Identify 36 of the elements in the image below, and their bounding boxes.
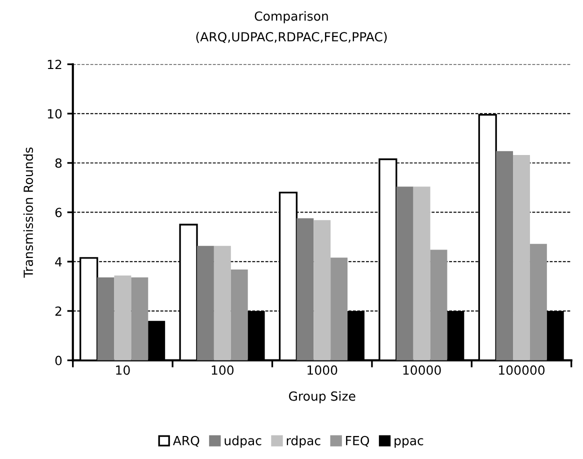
x-tick-label: 10 xyxy=(116,365,130,375)
legend-label: FEQ xyxy=(346,436,370,447)
y-axis-title: Transmission Rounds xyxy=(23,148,34,278)
bar xyxy=(513,155,530,360)
y-tick-label: 0 xyxy=(55,356,62,366)
y-tick-label: 2 xyxy=(55,306,62,316)
bar xyxy=(214,246,231,360)
x-tick-label: 10000 xyxy=(403,365,441,375)
bar xyxy=(230,270,248,360)
bar xyxy=(131,277,148,360)
y-tick-label: 10 xyxy=(48,109,62,119)
y-tick-label: 4 xyxy=(55,257,62,266)
y-tick-label: 12 xyxy=(48,60,62,70)
x-tick-label: 1000 xyxy=(308,365,338,375)
bar xyxy=(396,186,414,360)
bar xyxy=(430,250,448,360)
bar xyxy=(413,186,430,360)
chart-subtitle: (ARQ,UDPAC,RDPAC,FEC,PPAC) xyxy=(196,32,387,43)
x-tick-label: 100000 xyxy=(499,365,545,375)
legend-label: rdpac xyxy=(286,436,320,448)
bar xyxy=(496,151,514,360)
bar xyxy=(97,277,114,360)
bar xyxy=(196,246,214,360)
legend-label: ARQ xyxy=(172,436,200,447)
bar xyxy=(330,258,348,360)
chart-title: Comparison xyxy=(254,11,328,24)
legend-label: udpac xyxy=(224,436,262,448)
bar xyxy=(296,218,314,360)
y-tick-label: 6 xyxy=(55,208,62,218)
y-tick-label: 8 xyxy=(55,158,62,168)
bar xyxy=(314,220,331,360)
legend-label: ppac xyxy=(394,438,424,448)
x-axis-title: Group Size xyxy=(288,391,356,404)
bar xyxy=(530,244,547,360)
x-tick-label: 100 xyxy=(212,365,234,375)
bar xyxy=(114,275,132,360)
